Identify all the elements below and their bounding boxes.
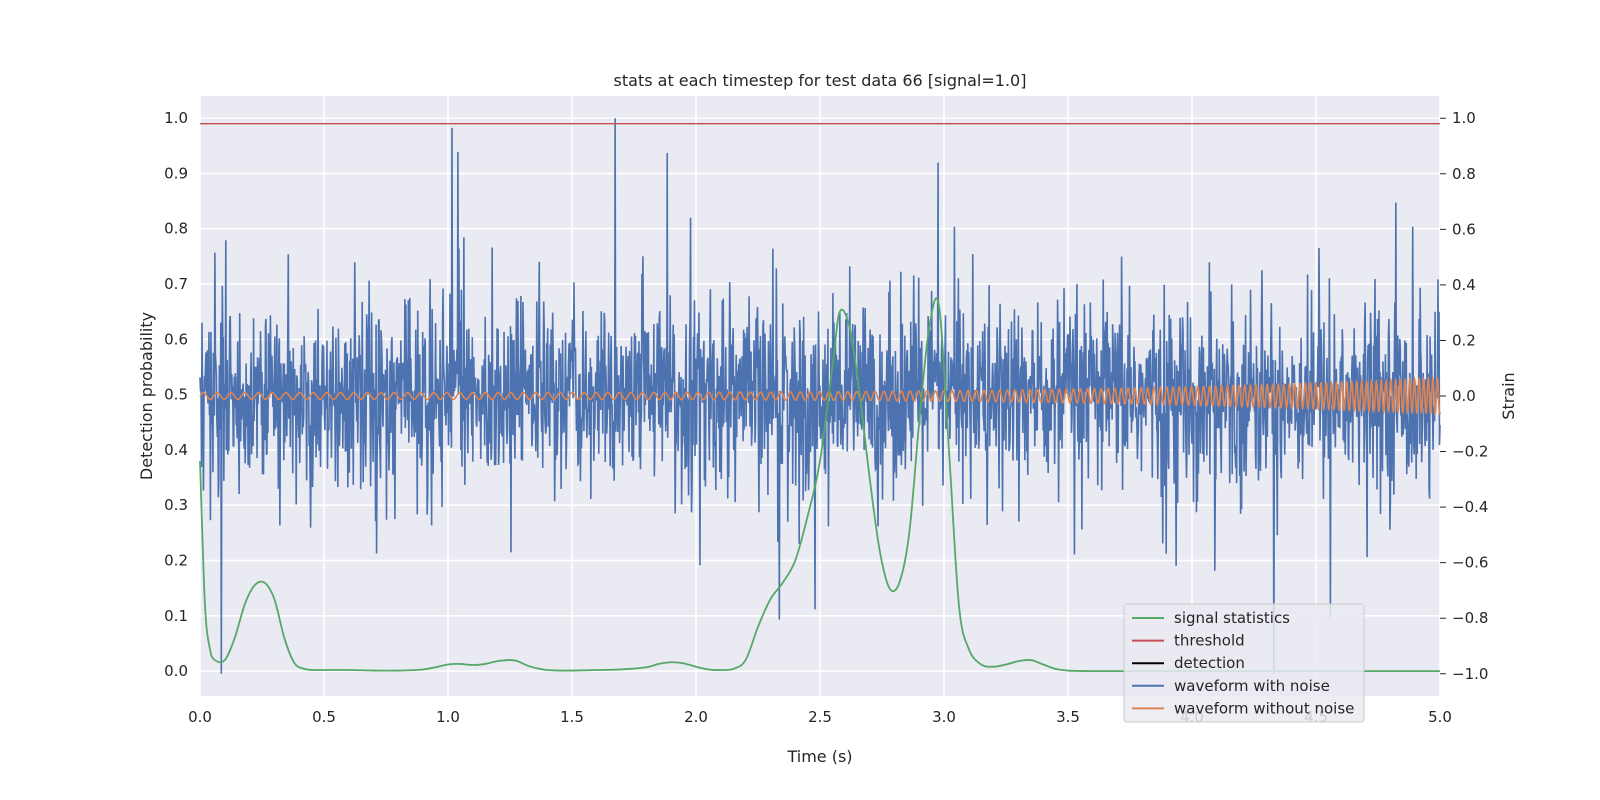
y-tick-label-left: 0.3 xyxy=(164,496,188,514)
y-tick-label-right: 0.0 xyxy=(1452,387,1476,405)
x-tick-label: 0.5 xyxy=(312,708,336,726)
x-tick-label: 1.5 xyxy=(560,708,584,726)
legend-entry: waveform without noise xyxy=(1174,699,1354,717)
legend-box xyxy=(1123,603,1365,723)
x-tick-label: 3.5 xyxy=(1056,708,1080,726)
legend: signal statistics threshold detection wavef… xyxy=(1123,603,1365,723)
x-tick-label: 5.0 xyxy=(1428,708,1452,726)
x-tick-label: 2.0 xyxy=(684,708,708,726)
y-tick-label-right: 0.8 xyxy=(1452,165,1476,183)
y-tick-label-right: −0.8 xyxy=(1452,609,1488,627)
signal-statistics-line xyxy=(199,297,1440,673)
y-tick-label-left: 0.4 xyxy=(164,441,188,459)
series-layer xyxy=(199,118,1441,674)
y-tick-label-left: 0.6 xyxy=(164,330,188,348)
y-tick-label-right: −0.4 xyxy=(1452,498,1488,516)
y-tick-label-left: 0.8 xyxy=(164,220,188,238)
legend-entry: waveform with noise xyxy=(1174,677,1330,695)
y-axis-label-left: Detection probability xyxy=(137,312,156,480)
x-tick-label: 0.0 xyxy=(188,708,212,726)
y-tick-label-left: 0.2 xyxy=(164,552,188,570)
y-tick-label-left: 1.0 xyxy=(164,109,188,127)
x-tick-label: 3.0 xyxy=(932,708,956,726)
y-tick-label-left: 0.9 xyxy=(164,164,188,182)
legend-entry: threshold xyxy=(1174,632,1245,650)
y-tick-label-right: −1.0 xyxy=(1452,665,1488,683)
waveform-with-noise-line xyxy=(199,118,1441,674)
chart-title: stats at each timestep for test data 66 … xyxy=(614,71,1027,90)
y-tick-label-right: −0.2 xyxy=(1452,443,1488,461)
y-tick-label-left: 0.5 xyxy=(164,386,188,404)
y-tick-label-left: 0.1 xyxy=(164,607,188,625)
y-tick-label-right: 0.6 xyxy=(1452,220,1476,238)
y-tick-label-left: 0.0 xyxy=(164,662,188,680)
y-axis-label-right: Strain xyxy=(1499,372,1518,419)
y-tick-label-right: 1.0 xyxy=(1452,109,1476,127)
y-tick-label-right: 0.4 xyxy=(1452,276,1476,294)
x-tick-label: 1.0 xyxy=(436,708,460,726)
x-tick-label: 2.5 xyxy=(808,708,832,726)
y-tick-label-right: 0.2 xyxy=(1452,331,1476,349)
legend-entry: detection xyxy=(1174,654,1245,672)
waveform-without-noise-line xyxy=(199,375,1441,417)
y-tick-label-right: −0.6 xyxy=(1452,554,1488,572)
y-tick-label-left: 0.7 xyxy=(164,275,188,293)
x-axis-label: Time (s) xyxy=(786,747,852,766)
legend-entry: signal statistics xyxy=(1174,609,1290,627)
